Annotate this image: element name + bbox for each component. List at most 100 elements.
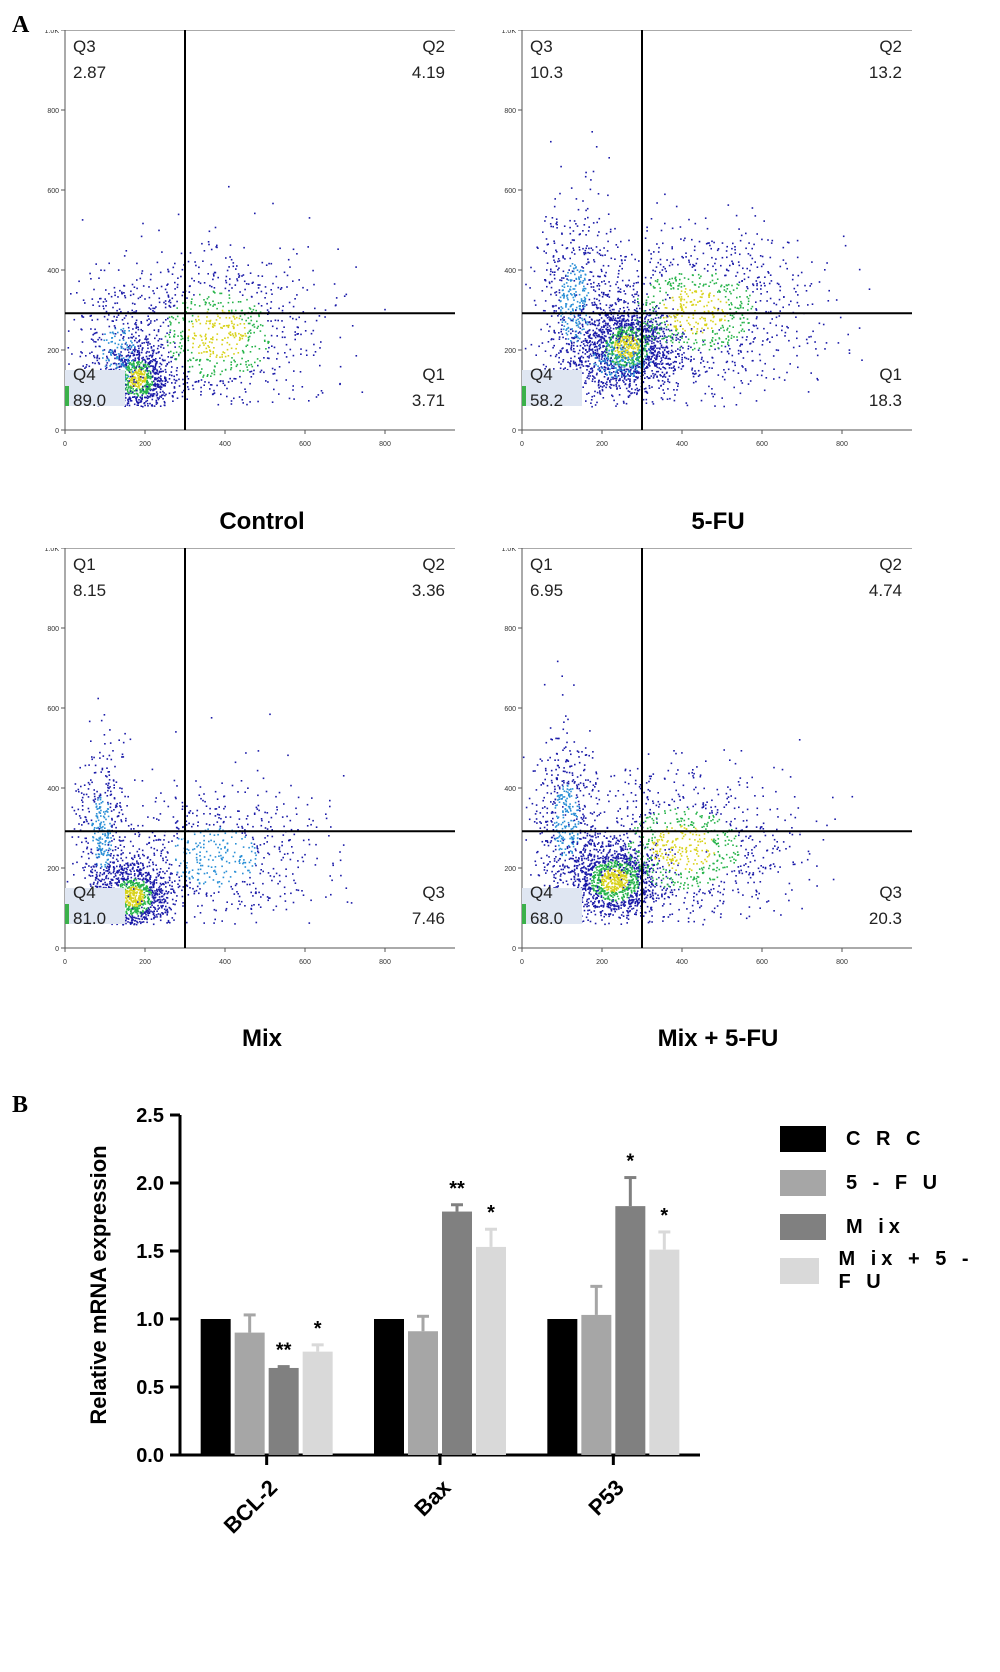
x-tick-label: 200 xyxy=(596,959,608,966)
quadrant-tr-name: Q2 xyxy=(879,37,902,56)
x-tick-label: 0 xyxy=(520,959,524,966)
quadrant-tl-value: 10.3 xyxy=(530,63,563,82)
significance-marker: ** xyxy=(449,1178,465,1200)
significance-marker: * xyxy=(660,1205,668,1227)
x-tick-label: 200 xyxy=(139,441,151,448)
significance-marker: * xyxy=(314,1318,322,1340)
x-tick-label: 600 xyxy=(299,959,311,966)
legend-item: C R C xyxy=(780,1120,1000,1158)
flow-plot-svg: 002002004004006006008008001.0K1.0KQ310.3… xyxy=(492,30,912,460)
x-tick-label: 200 xyxy=(596,441,608,448)
legend-label: C R C xyxy=(846,1128,925,1151)
bar xyxy=(442,1212,472,1455)
y-tick-label: 400 xyxy=(504,786,516,793)
quadrant-bl-name: Q4 xyxy=(73,365,96,384)
x-tick-label: 600 xyxy=(756,959,768,966)
y-tick-label: 0 xyxy=(512,946,516,953)
y-axis-label: Relative mRNA expression xyxy=(86,1145,111,1424)
y-tick-label: 2.0 xyxy=(136,1173,164,1195)
quadrant-br-name: Q3 xyxy=(422,883,445,902)
x-tick-label: 600 xyxy=(299,441,311,448)
y-tick-label: 1.0K xyxy=(45,548,60,553)
bar xyxy=(374,1319,404,1455)
bar xyxy=(547,1319,577,1455)
legend-label: 5 - F U xyxy=(846,1172,942,1195)
y-tick-label: 400 xyxy=(47,786,59,793)
quadrant-tr-value: 4.19 xyxy=(412,63,445,82)
legend-swatch xyxy=(780,1170,826,1196)
bar xyxy=(235,1333,265,1455)
y-tick-label: 200 xyxy=(47,866,59,873)
legend-swatch xyxy=(780,1258,819,1284)
bar xyxy=(201,1319,231,1455)
y-tick-label: 0 xyxy=(512,428,516,435)
flow-plot-svg: 002002004004006006008008001.0K1.0KQ32.87… xyxy=(35,30,455,460)
legend-label: M ix + 5 - F U xyxy=(839,1248,1000,1294)
bar xyxy=(649,1250,679,1455)
flow-plot-control: 002002004004006006008008001.0K1.0KQ32.87… xyxy=(35,30,455,460)
quadrant-bl-name: Q4 xyxy=(530,365,553,384)
legend-item: M ix xyxy=(780,1208,1000,1246)
bar xyxy=(269,1368,299,1455)
y-tick-label: 1.5 xyxy=(136,1241,164,1263)
y-tick-label: 1.0K xyxy=(45,30,60,35)
quadrant-bl-value: 58.2 xyxy=(530,391,563,410)
y-tick-label: 200 xyxy=(47,348,59,355)
caption-mix-5fu: Mix + 5-FU xyxy=(508,1025,928,1053)
quadrant-bl-value: 89.0 xyxy=(73,391,106,410)
quadrant-tl-name: Q1 xyxy=(530,555,553,574)
y-tick-label: 0 xyxy=(55,946,59,953)
edge-events xyxy=(65,386,69,406)
quadrant-tl-name: Q1 xyxy=(73,555,96,574)
y-tick-label: 400 xyxy=(47,268,59,275)
significance-marker: * xyxy=(626,1151,634,1173)
flow-plot-5fu: 002002004004006006008008001.0K1.0KQ310.3… xyxy=(492,30,912,460)
x-tick-label: 0 xyxy=(520,441,524,448)
x-tick-label: 200 xyxy=(139,959,151,966)
quadrant-br-name: Q1 xyxy=(879,365,902,384)
quadrant-bl-name: Q4 xyxy=(73,883,96,902)
y-tick-label: 800 xyxy=(47,108,59,115)
edge-events xyxy=(65,904,69,924)
quadrant-br-value: 7.46 xyxy=(412,909,445,928)
bar xyxy=(476,1247,506,1455)
significance-marker: ** xyxy=(276,1340,292,1362)
y-tick-label: 0.5 xyxy=(136,1377,164,1399)
bar xyxy=(408,1331,438,1455)
x-tick-label: 800 xyxy=(836,441,848,448)
x-tick-label: 600 xyxy=(756,441,768,448)
quadrant-tl-value: 2.87 xyxy=(73,63,106,82)
y-tick-label: 400 xyxy=(504,268,516,275)
quadrant-tr-name: Q2 xyxy=(422,555,445,574)
x-tick-label: 400 xyxy=(676,959,688,966)
y-tick-label: 600 xyxy=(504,706,516,713)
x-tick-label: BCL-2 xyxy=(219,1475,282,1538)
x-tick-label: 0 xyxy=(63,959,67,966)
x-tick-label: 800 xyxy=(379,441,391,448)
y-tick-label: 0 xyxy=(55,428,59,435)
flow-plot-mix-5fu: 002002004004006006008008001.0K1.0KQ16.95… xyxy=(492,548,912,978)
y-tick-label: 2.5 xyxy=(136,1105,164,1127)
bar xyxy=(581,1315,611,1455)
quadrant-bl-name: Q4 xyxy=(530,883,553,902)
y-tick-label: 600 xyxy=(47,188,59,195)
caption-control: Control xyxy=(52,508,472,536)
quadrant-tr-name: Q2 xyxy=(879,555,902,574)
x-tick-label: 800 xyxy=(379,959,391,966)
legend-item: M ix + 5 - F U xyxy=(780,1252,1000,1290)
quadrant-tr-value: 3.36 xyxy=(412,581,445,600)
x-tick-label: 400 xyxy=(676,441,688,448)
x-tick-label: 400 xyxy=(219,959,231,966)
y-tick-label: 1.0K xyxy=(502,548,517,553)
y-tick-label: 1.0 xyxy=(136,1309,164,1331)
panel-a-label: A xyxy=(12,12,29,39)
quadrant-tl-value: 6.95 xyxy=(530,581,563,600)
quadrant-tr-value: 13.2 xyxy=(869,63,902,82)
x-tick-label: 800 xyxy=(836,959,848,966)
bar xyxy=(303,1352,333,1455)
quadrant-bl-value: 81.0 xyxy=(73,909,106,928)
x-tick-label: 400 xyxy=(219,441,231,448)
flow-plot-svg: 002002004004006006008008001.0K1.0KQ18.15… xyxy=(35,548,455,978)
bar xyxy=(615,1206,645,1455)
